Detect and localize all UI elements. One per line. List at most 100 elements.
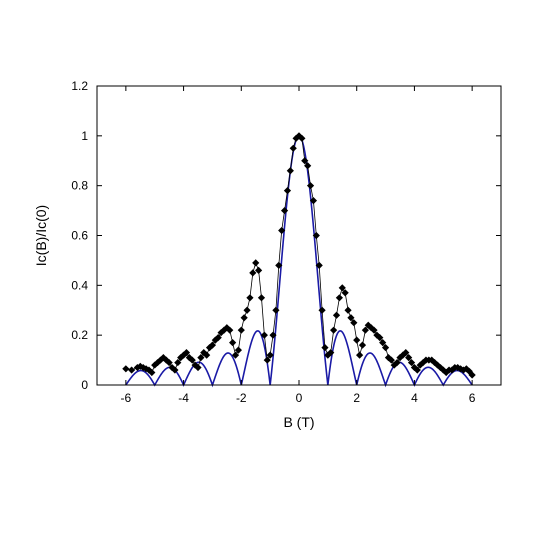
data-point <box>376 334 384 342</box>
data-point <box>312 231 320 240</box>
data-point <box>370 326 378 334</box>
data-point <box>367 324 375 332</box>
data-point <box>462 365 470 373</box>
data-point <box>361 326 369 334</box>
data-point <box>332 311 341 319</box>
data-point <box>156 356 165 364</box>
data-point <box>405 353 413 362</box>
data-point <box>154 358 162 367</box>
data-point <box>128 366 136 374</box>
data-point <box>243 306 251 314</box>
data-point <box>431 358 439 367</box>
data-point <box>165 358 173 367</box>
data-point <box>269 331 277 339</box>
data-point <box>292 134 300 142</box>
data-point <box>356 351 364 359</box>
data-point <box>413 366 421 374</box>
data-point <box>171 366 179 374</box>
data-point <box>203 351 211 359</box>
x-axis-label: B (T) <box>283 414 314 430</box>
data-point <box>148 368 156 377</box>
data-point <box>419 358 427 367</box>
data-point <box>318 306 326 314</box>
data-point <box>387 356 395 364</box>
x-tick-label: -4 <box>178 391 189 405</box>
data-point <box>240 314 248 322</box>
data-point <box>436 363 444 372</box>
y-tick-label: 1.2 <box>71 79 88 93</box>
data-point <box>142 365 150 373</box>
data-point <box>275 261 283 269</box>
data-point <box>350 319 358 327</box>
y-tick-label: 0.8 <box>71 179 88 193</box>
data-point <box>229 339 237 347</box>
data-point <box>330 326 338 334</box>
data-point <box>399 351 407 359</box>
data-point <box>381 344 390 352</box>
data-point <box>246 294 254 302</box>
data-point <box>353 336 361 344</box>
data-point <box>315 261 323 269</box>
data-point <box>358 341 367 349</box>
y-tick-label: 1 <box>81 129 88 143</box>
data-point <box>266 351 274 359</box>
data-point <box>304 162 312 170</box>
data-point <box>309 197 318 205</box>
y-tick-label: 0.4 <box>71 278 88 292</box>
data-point <box>182 349 191 357</box>
data-point <box>197 353 205 362</box>
data-point <box>151 361 159 369</box>
data-point <box>327 349 335 357</box>
data-point <box>442 368 450 377</box>
data-point <box>402 349 410 357</box>
data-point <box>263 356 271 364</box>
data-point <box>234 346 242 354</box>
data-point <box>255 266 263 274</box>
data-point <box>283 187 292 195</box>
y-axis-ticks: 0 0.2 0.4 0.6 0.8 1 1.2 <box>71 79 501 392</box>
x-tick-label: -2 <box>236 391 247 405</box>
data-point <box>306 182 315 190</box>
data-point <box>168 363 176 372</box>
data-point <box>174 358 182 367</box>
data-point <box>347 314 355 322</box>
data-point <box>324 351 332 359</box>
y-tick-label: 0.6 <box>71 229 88 243</box>
data-point <box>468 371 476 379</box>
x-tick-label: 6 <box>469 391 476 405</box>
data-point <box>410 363 419 372</box>
x-tick-label: 0 <box>296 391 303 405</box>
data-point <box>278 226 286 235</box>
data-point <box>252 259 260 267</box>
data-point <box>301 157 309 165</box>
data-point <box>208 341 217 349</box>
data-point <box>289 144 297 152</box>
data-point <box>122 365 130 373</box>
data-point <box>179 351 188 359</box>
data-point <box>280 206 289 215</box>
data-point <box>407 358 416 367</box>
data-point <box>214 334 222 342</box>
x-tick-label: 4 <box>411 391 418 405</box>
data-point <box>373 331 381 339</box>
data-point <box>321 344 329 352</box>
x-axis-ticks: -6 -4 -2 0 2 4 6 <box>121 86 476 405</box>
data-point <box>379 339 387 347</box>
y-tick-label: 0 <box>81 378 88 392</box>
data-point <box>211 336 219 344</box>
data-point <box>139 363 147 372</box>
y-tick-label: 0.2 <box>71 328 88 342</box>
data-point <box>335 294 343 302</box>
data-point <box>237 326 245 334</box>
data-point <box>341 289 349 297</box>
data-point <box>257 294 266 302</box>
data-point <box>194 363 202 372</box>
x-tick-label: -6 <box>121 391 132 405</box>
data-point <box>393 358 401 367</box>
data-point <box>249 269 257 277</box>
data-point <box>272 306 280 314</box>
y-axis-label: Ic(B)/Ic(0) <box>33 205 49 266</box>
data-point <box>188 356 196 364</box>
data-point <box>344 306 352 314</box>
